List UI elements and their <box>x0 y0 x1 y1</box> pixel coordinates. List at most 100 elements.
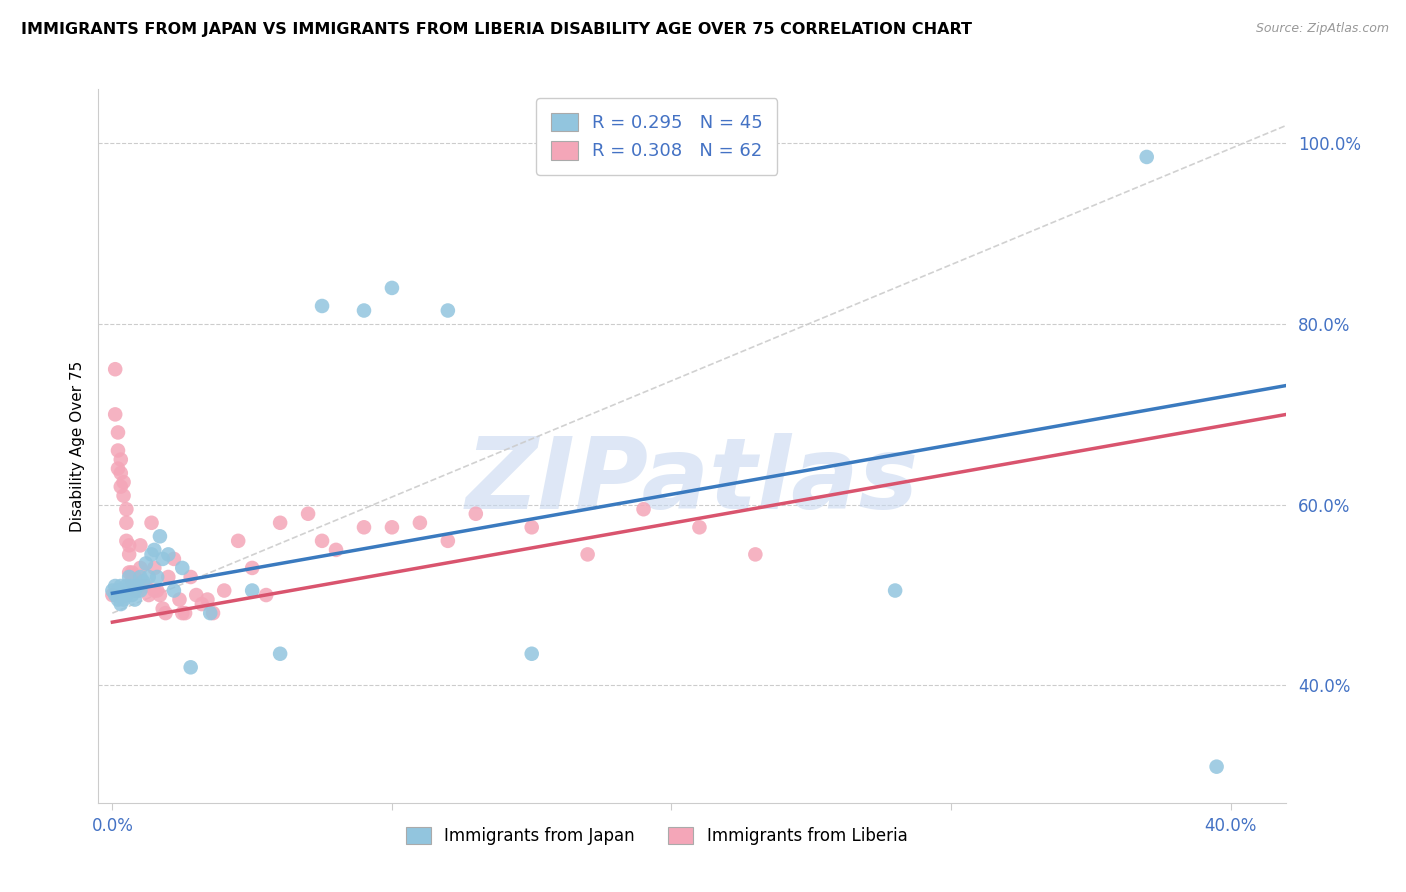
Point <box>146 583 169 598</box>
Point <box>101 588 124 602</box>
Point <box>129 583 152 598</box>
Point <box>104 579 127 593</box>
Point <box>212 583 235 598</box>
Point <box>110 597 132 611</box>
Point <box>132 579 155 593</box>
Point <box>437 303 460 318</box>
Point <box>127 583 149 598</box>
Point <box>149 529 172 543</box>
Point <box>112 583 135 598</box>
Point <box>297 507 319 521</box>
Point <box>138 570 160 584</box>
Point <box>118 583 141 598</box>
Point <box>110 579 132 593</box>
Point <box>104 362 127 376</box>
Point <box>110 466 132 480</box>
Point <box>110 588 132 602</box>
Point <box>124 583 146 598</box>
Point <box>163 552 186 566</box>
Point <box>124 592 146 607</box>
Point <box>744 548 766 562</box>
Point <box>437 533 460 548</box>
Point <box>172 561 194 575</box>
Point <box>129 570 152 584</box>
Point <box>381 281 404 295</box>
Point <box>115 516 138 530</box>
Point <box>118 566 141 580</box>
Point <box>152 552 174 566</box>
Point <box>132 574 155 589</box>
Point <box>121 588 143 602</box>
Point <box>353 303 375 318</box>
Point <box>1205 759 1227 773</box>
Point <box>269 647 291 661</box>
Point <box>115 579 138 593</box>
Point <box>104 408 127 422</box>
Point <box>157 570 180 584</box>
Point <box>311 533 333 548</box>
Point <box>115 588 138 602</box>
Point <box>107 425 129 440</box>
Point <box>129 538 152 552</box>
Point <box>269 516 291 530</box>
Point <box>121 566 143 580</box>
Point <box>112 489 135 503</box>
Point <box>1136 150 1159 164</box>
Point <box>381 520 404 534</box>
Point <box>104 588 127 602</box>
Point <box>143 583 166 598</box>
Point <box>143 542 166 557</box>
Point <box>240 561 263 575</box>
Point <box>180 660 202 674</box>
Point <box>325 542 347 557</box>
Point <box>197 592 219 607</box>
Point <box>115 533 138 548</box>
Point <box>661 150 683 164</box>
Point <box>135 579 157 593</box>
Point <box>121 579 143 593</box>
Point <box>520 520 543 534</box>
Point <box>884 583 907 598</box>
Text: IMMIGRANTS FROM JAPAN VS IMMIGRANTS FROM LIBERIA DISABILITY AGE OVER 75 CORRELAT: IMMIGRANTS FROM JAPAN VS IMMIGRANTS FROM… <box>21 22 972 37</box>
Point <box>149 588 172 602</box>
Point <box>121 574 143 589</box>
Point <box>129 561 152 575</box>
Point <box>110 452 132 467</box>
Point <box>157 548 180 562</box>
Point <box>172 606 194 620</box>
Point <box>226 533 249 548</box>
Point <box>138 588 160 602</box>
Point <box>135 557 157 571</box>
Point <box>202 606 225 620</box>
Point <box>254 588 277 602</box>
Point <box>155 606 177 620</box>
Point <box>152 601 174 615</box>
Point <box>110 480 132 494</box>
Point <box>409 516 432 530</box>
Point <box>186 588 208 602</box>
Point <box>127 579 149 593</box>
Text: Source: ZipAtlas.com: Source: ZipAtlas.com <box>1256 22 1389 36</box>
Y-axis label: Disability Age Over 75: Disability Age Over 75 <box>69 360 84 532</box>
Point <box>688 520 710 534</box>
Point <box>146 570 169 584</box>
Point <box>240 583 263 598</box>
Point <box>101 583 124 598</box>
Point <box>633 502 655 516</box>
Point <box>169 592 191 607</box>
Point <box>107 461 129 475</box>
Point <box>118 548 141 562</box>
Point <box>143 561 166 575</box>
Text: ZIPatlas: ZIPatlas <box>465 434 920 530</box>
Point <box>464 507 486 521</box>
Point <box>576 548 599 562</box>
Point <box>118 538 141 552</box>
Legend: Immigrants from Japan, Immigrants from Liberia: Immigrants from Japan, Immigrants from L… <box>392 814 921 859</box>
Point <box>311 299 333 313</box>
Point <box>115 502 138 516</box>
Point <box>141 516 163 530</box>
Point <box>163 583 186 598</box>
Point <box>520 647 543 661</box>
Point <box>118 570 141 584</box>
Point <box>112 475 135 490</box>
